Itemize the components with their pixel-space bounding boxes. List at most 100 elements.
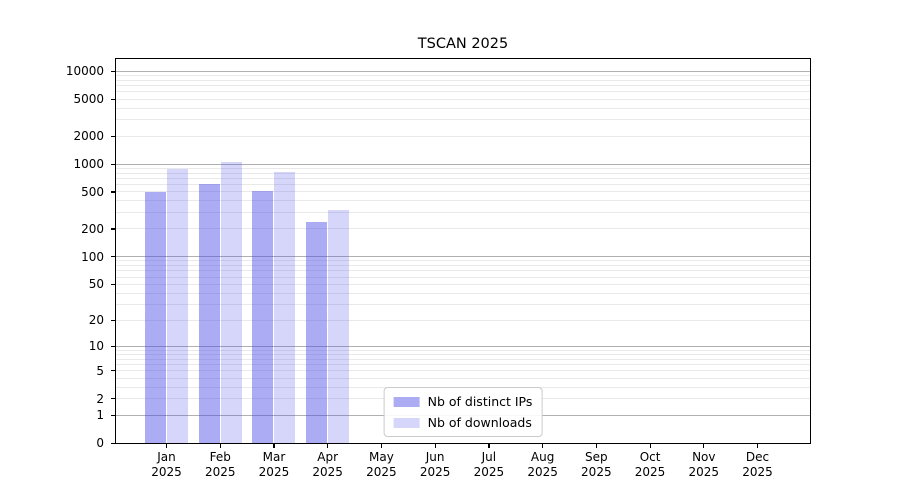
- x-tick-year: 2025: [527, 465, 558, 479]
- x-tick-year: 2025: [419, 465, 451, 479]
- x-tick-mark: [380, 444, 383, 448]
- x-tick-label: Mar 2025: [246, 450, 302, 480]
- x-tick-mark: [273, 444, 275, 448]
- x-tick-month: Dec: [745, 450, 770, 464]
- bar-distinct-ips-jan: [145, 191, 166, 443]
- x-tick-month: May: [369, 450, 394, 464]
- x-tick-year: 2025: [742, 465, 773, 479]
- minor-gridline: [116, 135, 810, 137]
- x-tick-mark: [757, 444, 759, 448]
- y-tick-label: 5000: [73, 92, 104, 107]
- x-tick-year: 2025: [258, 465, 290, 479]
- minor-gridline: [116, 91, 810, 93]
- legend-item: Nb of downloads: [393, 415, 533, 430]
- x-tick-month: Aug: [530, 450, 555, 464]
- x-tick-month: Jul: [481, 450, 497, 464]
- y-tick-mark: [111, 70, 115, 72]
- x-tick-year: 2025: [151, 465, 182, 479]
- legend: Nb of distinct IPs Nb of downloads: [383, 387, 543, 437]
- minor-gridline: [116, 167, 810, 169]
- x-tick-label: Apr 2025: [300, 450, 356, 480]
- minor-gridline: [116, 377, 810, 379]
- x-tick-label: Jul 2025: [461, 450, 517, 480]
- minor-gridline: [116, 184, 810, 186]
- y-tick-label: 10: [88, 339, 104, 354]
- minor-gridline: [116, 79, 810, 81]
- y-tick-label: 0: [96, 436, 104, 450]
- x-tick-year: 2025: [366, 465, 397, 479]
- x-tick-year: 2025: [688, 465, 720, 479]
- legend-item: Nb of distinct IPs: [393, 394, 532, 409]
- y-tick-mark: [111, 283, 115, 285]
- minor-gridline: [116, 270, 810, 272]
- y-tick-label: 500: [81, 184, 104, 199]
- y-tick-mark: [111, 414, 115, 416]
- minor-gridline: [116, 358, 810, 360]
- legend-swatch-distinct-ips: [393, 396, 420, 407]
- x-tick-year: 2025: [312, 465, 343, 479]
- x-tick-month: Jun: [425, 450, 445, 464]
- minor-gridline: [116, 177, 810, 179]
- x-tick-year: 2025: [473, 465, 505, 479]
- y-tick-label: 1000: [73, 157, 104, 172]
- major-gridline: [116, 163, 810, 165]
- x-tick-mark: [703, 444, 705, 448]
- minor-gridline: [116, 85, 810, 86]
- bar-downloads-apr: [328, 209, 350, 443]
- y-tick-label: 20: [88, 313, 104, 328]
- bar-downloads-jan: [167, 169, 188, 443]
- x-tick-label: May 2025: [353, 450, 409, 480]
- x-tick-year: 2025: [204, 465, 236, 479]
- bar-distinct-ips-mar: [252, 190, 274, 443]
- major-gridline: [116, 345, 810, 347]
- x-tick-label: Sep 2025: [568, 450, 624, 480]
- x-tick-month: Oct: [639, 450, 661, 464]
- minor-gridline: [116, 74, 810, 76]
- minor-gridline: [116, 283, 810, 285]
- x-tick-label: Nov 2025: [676, 450, 732, 480]
- minor-gridline: [116, 303, 810, 305]
- bar-distinct-ips-feb: [198, 183, 220, 443]
- minor-gridline: [116, 172, 810, 174]
- y-tick-mark: [111, 256, 115, 258]
- minor-gridline: [116, 119, 810, 121]
- x-tick-month: Mar: [262, 450, 286, 464]
- x-tick-label: Oct 2025: [622, 450, 678, 480]
- y-tick-label: 200: [81, 221, 104, 236]
- y-tick-label: 2000: [73, 129, 104, 144]
- y-tick-mark: [111, 191, 115, 193]
- x-tick-year: 2025: [634, 465, 666, 479]
- y-tick-mark: [111, 442, 115, 444]
- y-tick-mark: [111, 345, 115, 347]
- minor-gridline: [116, 349, 810, 351]
- minor-gridline: [116, 200, 810, 202]
- y-tick-mark: [111, 370, 115, 372]
- y-tick-mark: [111, 163, 115, 165]
- y-tick-label: 2: [96, 391, 104, 406]
- x-tick-mark: [434, 444, 436, 448]
- x-tick-label: Aug 2025: [515, 450, 571, 480]
- y-tick-mark: [111, 135, 115, 137]
- bar-distinct-ips-apr: [306, 222, 328, 443]
- minor-gridline: [116, 191, 810, 193]
- y-tick-mark: [111, 398, 115, 400]
- minor-gridline: [116, 319, 810, 321]
- x-tick-mark: [327, 444, 329, 448]
- minor-gridline: [116, 276, 810, 278]
- x-tick-month: Apr: [317, 450, 339, 464]
- major-gridline: [116, 70, 810, 72]
- x-tick-mark: [595, 444, 598, 448]
- x-tick-year: 2025: [581, 465, 612, 479]
- x-tick-month: Nov: [692, 450, 716, 464]
- minor-gridline: [116, 353, 810, 355]
- bar-downloads-feb: [220, 161, 242, 443]
- chart-title: TSCAN 2025: [417, 36, 509, 52]
- minor-gridline: [116, 363, 810, 365]
- x-tick-label: Feb 2025: [192, 450, 248, 480]
- x-tick-month: Sep: [585, 450, 608, 464]
- x-tick-label: Jun 2025: [407, 450, 463, 480]
- y-tick-label: 100: [81, 249, 104, 264]
- bar-downloads-mar: [274, 171, 296, 443]
- minor-gridline: [116, 292, 810, 294]
